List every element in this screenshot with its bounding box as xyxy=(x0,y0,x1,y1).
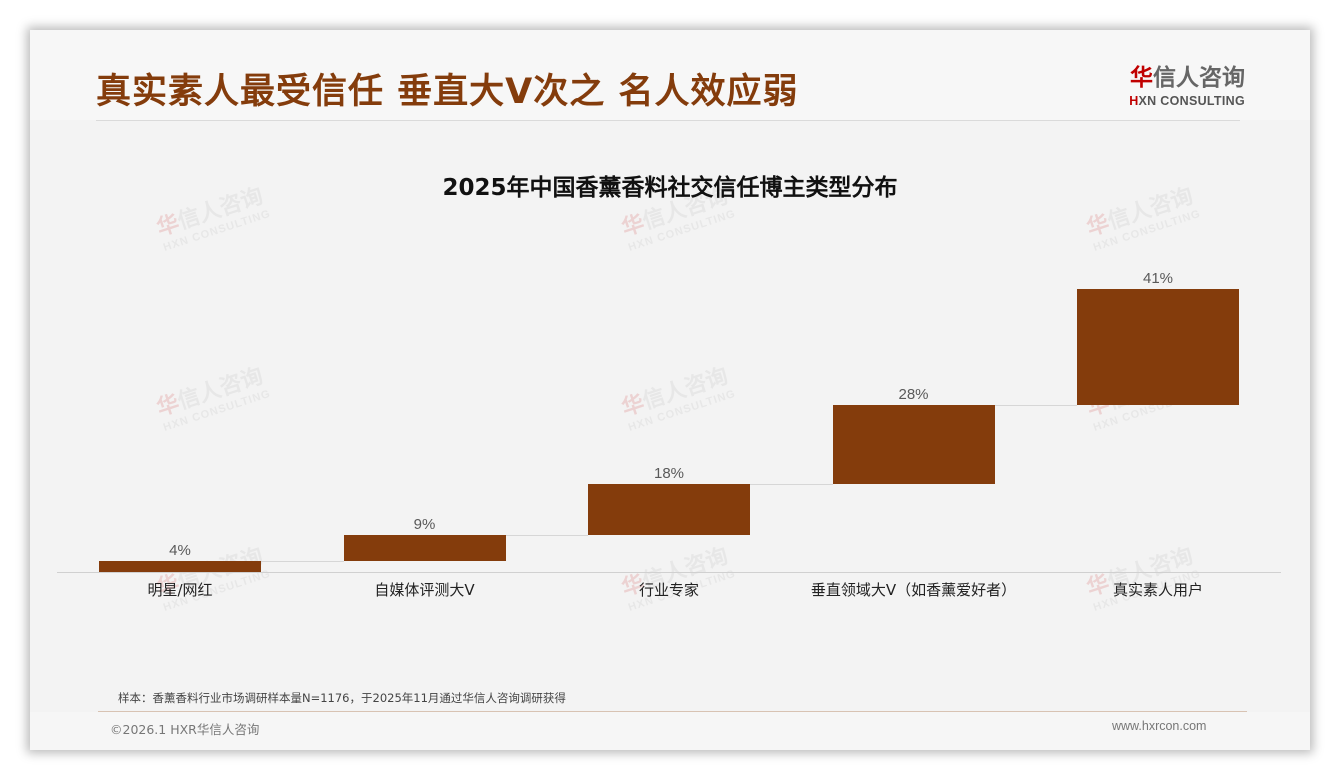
connector-line xyxy=(750,484,833,486)
bar-5 xyxy=(1077,289,1239,406)
logo-english-rest: XN CONSULTING xyxy=(1138,94,1245,108)
sample-note: 样本：香薰香料行业市场调研样本量N=1176，于2025年11月通过华信人咨询调… xyxy=(118,691,566,705)
bar-3 xyxy=(588,484,750,536)
connector-line xyxy=(994,405,1077,407)
logo-english: HXN CONSULTING xyxy=(1129,94,1245,108)
x-axis-line xyxy=(57,572,1281,573)
category-label: 自媒体评测大V xyxy=(374,581,475,599)
footer-divider xyxy=(98,711,1247,712)
header-band xyxy=(30,30,1310,120)
header-divider xyxy=(96,120,1240,121)
logo-accent-char: 华 xyxy=(1130,65,1153,91)
slide-title: 真实素人最受信任 垂直大V次之 名人效应弱 xyxy=(96,72,799,112)
category-label: 真实素人用户 xyxy=(1112,581,1203,599)
category-label: 垂直领域大V（如香薰爱好者） xyxy=(810,581,1017,599)
bar-value-label: 28% xyxy=(898,386,929,404)
logo-h-mark: H xyxy=(1129,94,1139,108)
company-logo: 华信人咨询 HXN CONSULTING xyxy=(1110,64,1245,112)
bar-value-label: 9% xyxy=(413,516,436,534)
category-label: 明星/网红 xyxy=(147,581,213,599)
chart-title: 2025年中国香薰香料社交信任博主类型分布 xyxy=(442,175,898,201)
footer-band xyxy=(30,712,1310,750)
logo-chinese: 华信人咨询 xyxy=(1130,64,1245,92)
category-label: 行业专家 xyxy=(638,581,699,599)
website-link[interactable]: www.hxrcon.com xyxy=(1112,719,1207,733)
bar-2 xyxy=(343,535,506,561)
connector-line xyxy=(505,535,588,537)
slide-card: 真实素人最受信任 垂直大V次之 名人效应弱 华信人咨询 HXN CONSULTI… xyxy=(30,30,1310,750)
bar-value-label: 4% xyxy=(169,541,191,559)
waterfall-chart: 4% 明星/网红 9% 自媒体评测大V 18% 行业专家 28% 垂直领域大V（如香薰爱好者）… xyxy=(30,30,1310,750)
copyright-text: ©2026.1 HXR华信人咨询 xyxy=(110,722,260,737)
logo-chinese-rest: 信人咨询 xyxy=(1153,65,1245,91)
bar-value-label: 18% xyxy=(653,465,685,483)
bar-1 xyxy=(99,560,261,572)
connector-line xyxy=(261,560,344,562)
bar-4 xyxy=(832,405,995,485)
bar-value-label: 41% xyxy=(1142,270,1174,287)
